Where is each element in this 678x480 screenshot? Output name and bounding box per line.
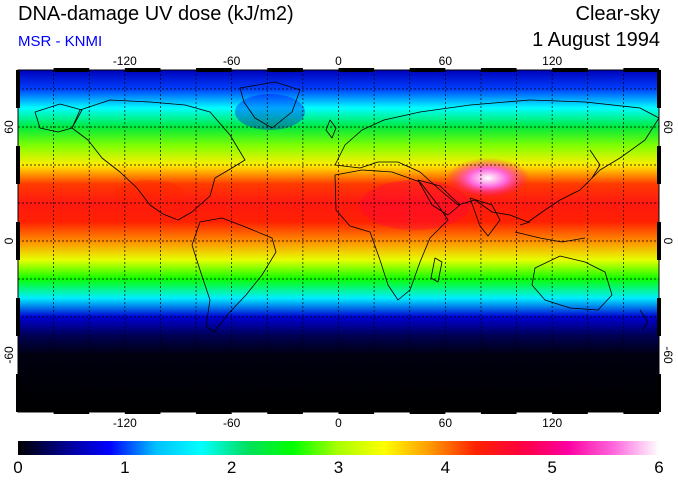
lon-tick-label-top: 120 <box>542 54 562 68</box>
frame-edge-ticks <box>16 68 661 414</box>
lat-tick-label-left: -60 <box>2 346 16 364</box>
frame-tick-segment <box>480 410 517 414</box>
colorbar-tick-label: 1 <box>120 458 130 477</box>
coast-greenland <box>239 81 301 129</box>
coast-africa <box>334 169 449 301</box>
frame-tick-segment <box>409 410 446 414</box>
frame-tick-segment <box>657 222 661 260</box>
coast-north-america <box>71 99 246 221</box>
frame-tick-segment <box>16 298 20 336</box>
frame-tick-segment <box>657 70 661 108</box>
coast-madagascar <box>430 257 443 283</box>
frame-tick-segment <box>623 68 659 72</box>
coast-south-america <box>191 217 277 333</box>
coast-alaska <box>34 103 83 133</box>
frame-tick-segment <box>196 410 232 414</box>
lon-tick-label-top: 0 <box>335 54 342 68</box>
frame-tick-segment <box>657 298 661 336</box>
mexico-high-dose-area <box>115 180 185 210</box>
graticule <box>18 70 659 412</box>
frame-tick-segment <box>16 146 20 184</box>
coast-indonesia <box>514 221 586 243</box>
coast-australia <box>531 255 613 311</box>
sky-condition-label: Clear-sky <box>575 3 660 25</box>
date-label: 1 August 1994 <box>532 29 660 51</box>
frame-tick-segment <box>16 374 20 412</box>
lat-tick-label-right: 60 <box>661 120 675 134</box>
frame-tick-segment <box>409 68 446 72</box>
frame-tick-segment <box>657 146 661 184</box>
colorbar <box>18 441 659 455</box>
frame-tick-segment <box>267 410 303 414</box>
coast-new-zealand <box>639 309 649 331</box>
lat-tick-label-left: 60 <box>2 120 16 134</box>
coast-india <box>469 197 501 237</box>
frame-tick-segment <box>657 374 661 412</box>
colorbar-tick-label: 3 <box>333 458 344 477</box>
frame-tick-segment <box>623 410 659 414</box>
colorbar-tick-label: 4 <box>440 458 451 477</box>
lat-tick-label-right: 0 <box>661 238 675 245</box>
frame-tick-segment <box>552 68 588 72</box>
colorbar-tick-label: 5 <box>547 458 557 477</box>
coastlines <box>18 81 659 396</box>
frame-tick-segment <box>480 68 517 72</box>
colorbar-tick-label: 2 <box>226 458 237 477</box>
lon-tick-label-bottom: -60 <box>223 416 241 430</box>
frame-tick-segment <box>267 68 303 72</box>
lat-tick-label-left: 0 <box>2 237 16 244</box>
frame-tick-segment <box>53 410 90 414</box>
frame-tick-segment <box>338 410 375 414</box>
frame-tick-segment <box>196 68 232 72</box>
coast-antarctica-edge <box>18 387 659 396</box>
coast-europe-asia <box>334 99 659 223</box>
map-frame-group: -120 -120 -60 -60 0 0 60 60 120 120 60 60 0 0 -60 -60 <box>2 54 675 430</box>
lon-tick-label-top: 60 <box>439 54 453 68</box>
tibet-high-dose-area <box>446 158 530 198</box>
coast-arabia <box>417 179 461 216</box>
sahara-high-dose-area <box>360 180 470 230</box>
frame-tick-segment <box>16 222 20 260</box>
frame-tick-segment <box>124 68 161 72</box>
map-title: DNA-damage UV dose (kJ/m2) <box>18 3 294 25</box>
colorbar-tick-label: 0 <box>13 458 23 477</box>
lon-tick-label-bottom: 120 <box>542 416 562 430</box>
axis-labels: -120 -120 -60 -60 0 0 60 60 120 120 60 60 0 0 -60 -60 <box>2 54 675 430</box>
greenland-low-dose-area <box>235 94 305 130</box>
lon-tick-label-bottom: -120 <box>113 416 137 430</box>
lon-tick-label-top: -120 <box>113 54 137 68</box>
frame-tick-segment <box>16 70 20 108</box>
lon-tick-label-top: -60 <box>223 54 241 68</box>
frame-tick-segment <box>552 410 588 414</box>
lon-tick-label-bottom: 60 <box>439 416 453 430</box>
frame-tick-segment <box>53 68 90 72</box>
lat-tick-label-right: -60 <box>661 346 675 364</box>
frame-tick-segment <box>338 68 375 72</box>
colorbar-tick-label: 6 <box>654 458 664 477</box>
frame-tick-segment <box>124 410 161 414</box>
lon-tick-label-bottom: 0 <box>335 416 342 430</box>
source-label: MSR - KNMI <box>18 33 103 50</box>
